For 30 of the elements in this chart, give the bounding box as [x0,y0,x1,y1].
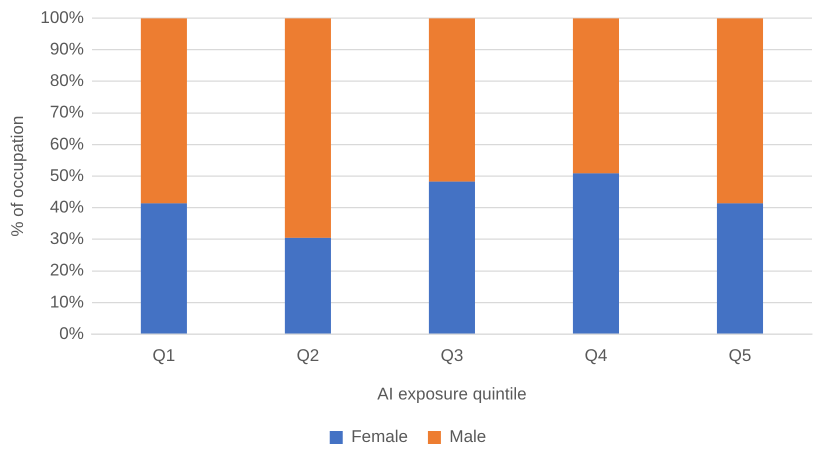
bar [284,18,331,238]
bar [716,203,764,334]
y-tick-label: 60% [50,134,84,154]
x-tick-label: Q4 [584,346,608,366]
x-tick-label: Q5 [728,346,752,366]
bar [428,182,475,334]
bar [716,18,764,204]
x-tick-label: Q3 [440,346,464,366]
bar [572,173,620,334]
x-axis-title: AI exposure quintile [377,384,527,404]
bar [140,203,187,334]
x-tick-label: Q1 [152,346,176,366]
y-tick-label: 80% [50,71,84,90]
bar [572,18,620,174]
y-tick-label: 10% [50,292,84,312]
legend-label: Female [351,427,408,446]
y-tick-label: 70% [50,102,84,122]
y-tick-label: 30% [50,229,84,248]
bar [428,18,475,182]
bar [140,18,187,204]
y-tick-label: 90% [50,39,84,58]
bar [284,238,331,334]
y-tick-label: 40% [50,197,84,216]
y-axis-title: % of occupation [8,116,27,237]
y-tick-label: 20% [50,260,84,280]
y-tick-label: 100% [40,8,84,27]
y-tick-label: 0% [59,324,84,343]
y-tick-label: 50% [50,166,84,185]
x-tick-label: Q2 [296,346,320,366]
legend-label: Male [449,427,486,446]
